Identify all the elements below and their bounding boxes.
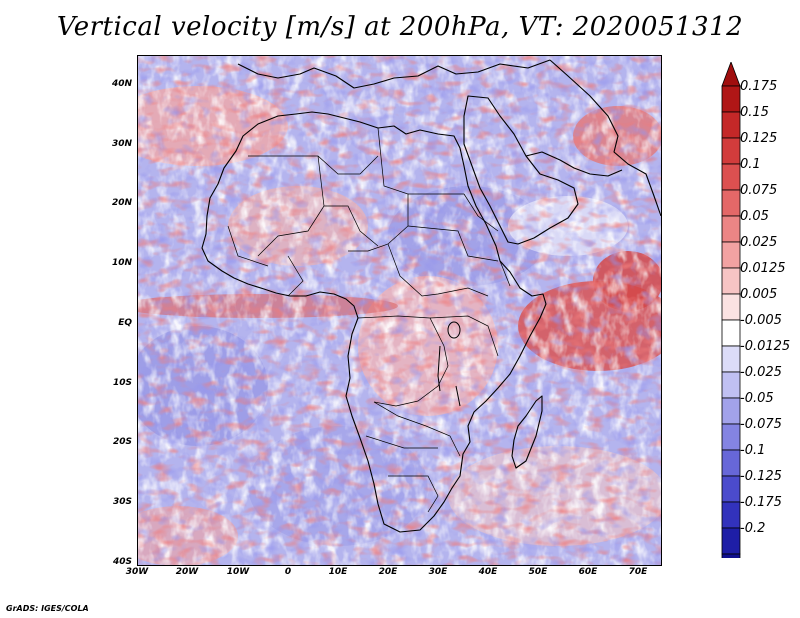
lat-label-30s: 30S — [112, 497, 132, 507]
colorbar-label: 0.0125 — [740, 261, 786, 276]
lat-label-40s: 40S — [112, 557, 132, 567]
colorbar-cell — [721, 397, 741, 425]
colorbar-top-arrow — [721, 62, 741, 87]
africa-coastline — [201, 111, 547, 533]
colorbar-cell — [721, 475, 741, 503]
velocity-field-map — [138, 56, 661, 565]
colorbar-cell — [721, 85, 741, 113]
lon-label-60e: 60E — [578, 567, 598, 577]
europe-coastline — [237, 59, 551, 89]
lat-label-10s: 10S — [112, 378, 132, 388]
madagascar-coastline — [511, 395, 543, 469]
colorbar-cell — [721, 215, 741, 243]
lon-label-30e: 30E — [428, 567, 448, 577]
lat-label-20s: 20S — [112, 437, 132, 447]
colorbar-cell — [721, 189, 741, 217]
great-lakes — [437, 321, 461, 407]
colorbar-label: 0.1 — [740, 157, 761, 172]
colorbar-label: 0.025 — [740, 235, 778, 250]
colorbar-cell — [721, 267, 741, 295]
colorbar-label: -0.075 — [740, 417, 782, 432]
colorbar-cell — [721, 553, 741, 558]
colorbar-cell — [721, 527, 741, 555]
coastlines — [201, 59, 661, 533]
colorbar-label: 0.075 — [740, 183, 778, 198]
colorbar-cell — [721, 163, 741, 191]
colorbar-cell — [721, 501, 741, 529]
lon-label-30w: 30W — [125, 567, 149, 577]
colorbar-label: 0.125 — [740, 131, 778, 146]
colorbar-cell — [721, 319, 741, 347]
lat-label-40n: 40N — [111, 79, 132, 89]
colorbar-cell — [721, 371, 741, 399]
colorbar-label: -0.1 — [740, 443, 766, 458]
lon-label-50e: 50E — [528, 567, 548, 577]
colorbar-label: -0.125 — [740, 469, 782, 484]
colorbar-label: 0.175 — [740, 79, 778, 94]
colorbar-label: -0.175 — [740, 495, 782, 510]
colorbar-label: -0.025 — [740, 365, 782, 380]
colorbar-label: -0.05 — [740, 391, 774, 406]
lon-label-20e: 20E — [378, 567, 398, 577]
colorbar-cell — [721, 241, 741, 269]
chart-title: Vertical velocity [m/s] at 200hPa, VT: 2… — [56, 12, 744, 42]
lat-label-20n: 20N — [111, 198, 132, 208]
lon-label-40e: 40E — [478, 567, 498, 577]
lat-label-10n: 10N — [111, 258, 132, 268]
persian-gulf-coast — [525, 151, 623, 177]
lon-label-0: 0 — [284, 567, 292, 577]
colorbar-cell — [721, 111, 741, 139]
colorbar-label: 0.005 — [740, 287, 778, 302]
colorbar-label: 0.05 — [740, 209, 769, 224]
blue-streaks — [138, 56, 661, 565]
lon-label-20w: 20W — [175, 567, 199, 577]
map-plot-area — [137, 55, 662, 566]
colorbar-cell — [721, 345, 741, 373]
lat-label-30n: 30N — [111, 139, 132, 149]
colorbar — [721, 62, 741, 558]
lon-label-10w: 10W — [226, 567, 250, 577]
arabia-coastline — [463, 95, 579, 245]
lon-label-10e: 10E — [328, 567, 348, 577]
colorbar-label: -0.0125 — [740, 339, 791, 354]
colorbar-cell — [721, 449, 741, 477]
colorbar-cell — [721, 293, 741, 321]
asia-coastline — [549, 59, 661, 217]
credit-text: GrADS: IGES/COLA — [6, 604, 89, 613]
colorbar-cell — [721, 137, 741, 165]
colorbar-label: -0.005 — [740, 313, 782, 328]
lat-label-eq: EQ — [118, 318, 132, 328]
lon-label-70e: 70E — [628, 567, 648, 577]
country-borders — [227, 127, 511, 513]
colorbar-cell — [721, 423, 741, 451]
colorbar-label: -0.2 — [740, 521, 766, 536]
colorbar-label: 0.15 — [740, 105, 769, 120]
